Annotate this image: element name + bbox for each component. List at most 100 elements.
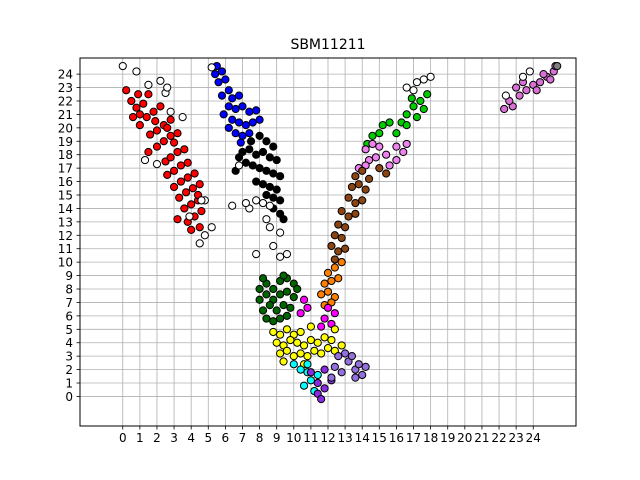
x-tick-label: 18 — [423, 431, 438, 445]
data-point — [195, 239, 204, 248]
y-tick-label: 9 — [65, 269, 73, 283]
data-point — [255, 284, 264, 294]
data-point — [402, 139, 411, 149]
data-point — [392, 155, 401, 165]
x-tick-label: 5 — [204, 431, 212, 445]
data-point — [337, 233, 346, 243]
data-point — [341, 349, 350, 358]
data-point — [296, 365, 305, 374]
axis-ticks: 0 1 2 3 4 5 6 7 8 9 10 11 12 13 14 15 16 17 18 19 20 21 22 23 24… — [58, 68, 541, 445]
data-point — [368, 131, 377, 140]
data-point — [282, 311, 292, 320]
data-point — [269, 169, 278, 178]
x-tick-label: 16 — [389, 431, 404, 445]
data-point — [358, 196, 367, 205]
data-point — [152, 160, 162, 169]
data-point — [163, 83, 172, 92]
data-point — [276, 349, 285, 358]
y-tick-label: 20 — [58, 121, 73, 135]
data-point — [299, 295, 309, 304]
data-point — [159, 137, 168, 146]
data-point — [402, 121, 411, 130]
data-point — [276, 196, 285, 205]
data-point — [265, 301, 274, 310]
data-point — [282, 287, 292, 296]
data-point — [258, 198, 268, 208]
data-point — [327, 276, 336, 286]
data-point — [135, 121, 144, 130]
data-point — [330, 325, 339, 334]
data-point — [412, 78, 422, 87]
data-point — [173, 129, 182, 138]
data-point — [361, 185, 370, 194]
data-point — [144, 147, 153, 157]
data-point — [419, 104, 428, 114]
data-point — [303, 360, 312, 369]
data-point — [238, 131, 247, 140]
data-point — [323, 268, 333, 277]
data-point — [337, 258, 346, 267]
data-point — [518, 72, 528, 81]
data-point — [327, 335, 336, 345]
data-point — [173, 147, 182, 157]
data-point — [293, 284, 302, 294]
data-point — [317, 290, 326, 299]
data-point — [337, 368, 346, 377]
data-point — [166, 107, 175, 116]
data-point — [337, 207, 346, 216]
data-point — [276, 252, 285, 261]
data-point — [347, 352, 357, 361]
x-tick-label: 1 — [136, 431, 144, 445]
data-point — [221, 75, 230, 84]
data-point — [279, 271, 288, 280]
data-point — [330, 231, 339, 240]
x-tick-label: 10 — [286, 431, 301, 445]
data-point — [245, 107, 254, 116]
data-point — [236, 138, 245, 147]
x-tick-label: 9 — [273, 431, 281, 445]
data-point — [310, 346, 319, 355]
y-tick-label: 12 — [58, 229, 73, 243]
data-point — [293, 338, 302, 347]
data-point — [296, 349, 305, 358]
data-point — [539, 70, 548, 79]
data-point — [354, 180, 363, 189]
data-point — [156, 76, 165, 85]
x-tick-label: 24 — [526, 431, 541, 445]
x-tick-label: 2 — [153, 431, 161, 445]
data-point — [207, 223, 216, 232]
data-point — [241, 198, 251, 208]
data-point — [361, 362, 370, 372]
y-tick-label: 23 — [58, 81, 73, 95]
data-point — [252, 249, 261, 259]
data-point — [313, 338, 322, 347]
data-point — [258, 147, 268, 157]
data-point — [135, 110, 144, 119]
data-point — [368, 139, 377, 149]
y-tick-label: 6 — [65, 309, 73, 323]
x-tick-label: 20 — [457, 431, 472, 445]
data-point — [276, 290, 285, 299]
y-tick-label: 14 — [58, 202, 73, 216]
data-point — [231, 129, 240, 138]
data-point — [195, 180, 204, 189]
data-point — [197, 196, 206, 205]
data-point — [344, 193, 353, 202]
x-tick-label: 11 — [303, 431, 318, 445]
data-point — [122, 86, 131, 95]
x-tick-label: 14 — [355, 431, 370, 445]
data-point — [142, 112, 151, 122]
data-point — [118, 61, 127, 71]
data-point — [303, 352, 312, 361]
data-point — [188, 184, 197, 193]
x-tick-label: 6 — [222, 431, 230, 445]
data-point — [255, 164, 264, 173]
data-point — [330, 309, 339, 318]
data-point — [252, 150, 261, 159]
data-point — [132, 103, 141, 112]
data-point — [525, 67, 534, 76]
data-point — [127, 96, 136, 106]
data-point — [323, 344, 333, 353]
y-tick-label: 17 — [58, 162, 73, 176]
data-point — [419, 75, 428, 84]
